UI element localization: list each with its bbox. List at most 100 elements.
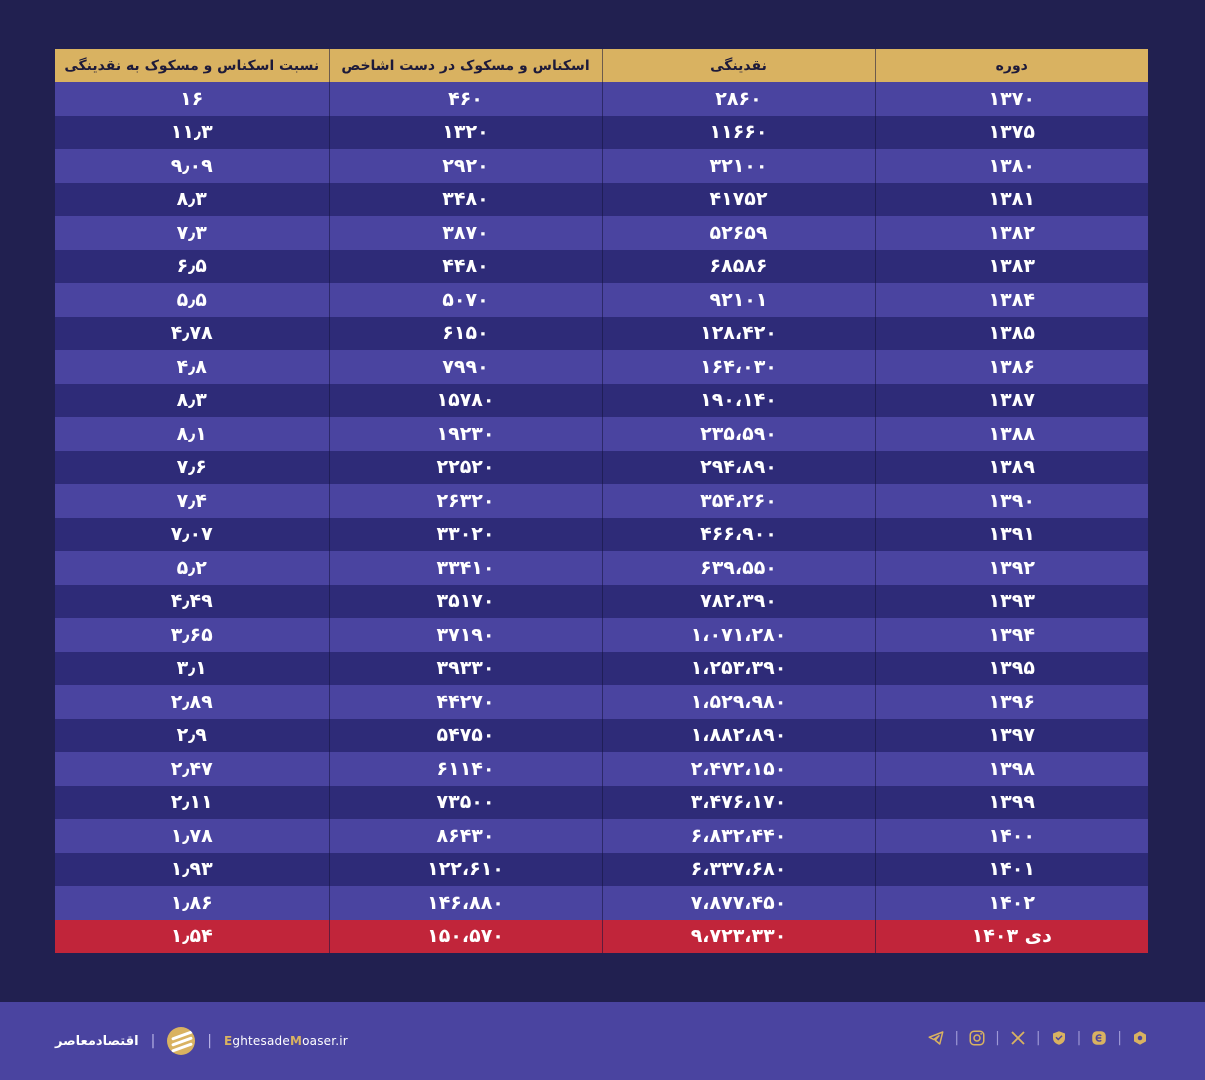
cell-ratio: ۴٫۷۸ <box>55 316 329 350</box>
cell-cash: ۴۴۲۷۰ <box>328 685 602 719</box>
cell-period: ۱۳۸۳ <box>874 249 1148 283</box>
cell-cash: ۷۹۹۰ <box>328 350 602 384</box>
telegram-icon[interactable] <box>926 1028 946 1048</box>
cell-liquidity: ۲،۴۷۲،۱۵۰ <box>601 752 875 786</box>
cell-ratio: ۷٫۴ <box>55 484 329 518</box>
cell-cash: ۲۲۵۲۰ <box>328 450 602 484</box>
table-row: ۱۳۸۶ ۱۶۴،۰۳۰ ۷۹۹۰ ۴٫۸ <box>55 350 1148 384</box>
cell-ratio: ۵٫۵ <box>55 283 329 317</box>
cell-liquidity: ۹،۷۲۳،۳۳۰ <box>601 919 875 953</box>
separator: | <box>1035 1030 1041 1046</box>
instagram-icon[interactable] <box>967 1028 987 1048</box>
cell-cash: ۱۵۷۸۰ <box>328 383 602 417</box>
separator: | <box>207 1033 212 1049</box>
table-body: ۱۳۷۰ ۲۸۶۰ ۴۶۰ ۱۶ ۱۳۷۵ ۱۱۶۶۰ ۱۳۲۰ ۱۱٫۳ ۱۳۸۰ ۳۲۱۰۰ ۲… <box>55 82 1148 953</box>
cell-cash: ۴۴۸۰ <box>328 249 602 283</box>
social-icons: | | | | | <box>926 1028 1150 1048</box>
heart-shield-icon[interactable] <box>1049 1028 1069 1048</box>
table-row: ۱۳۸۴ ۹۲۱۰۱ ۵۰۷۰ ۵٫۵ <box>55 283 1148 317</box>
cell-period: ۱۳۸۴ <box>874 283 1148 317</box>
x-icon[interactable] <box>1008 1028 1028 1048</box>
cell-cash: ۳۳۰۲۰ <box>328 517 602 551</box>
cell-ratio: ۱۶ <box>55 82 329 116</box>
cell-cash: ۶۱۵۰ <box>328 316 602 350</box>
cell-liquidity: ۷،۸۷۷،۴۵۰ <box>601 886 875 920</box>
cell-liquidity: ۱۱۶۶۰ <box>601 115 875 149</box>
cell-ratio: ۱٫۸۶ <box>55 886 329 920</box>
cell-ratio: ۴٫۴۹ <box>55 584 329 618</box>
table-row: ۱۳۸۹ ۲۹۴،۸۹۰ ۲۲۵۲۰ ۷٫۶ <box>55 450 1148 484</box>
table-row-highlight: دی ۱۴۰۳ ۹،۷۲۳،۳۳۰ ۱۵۰،۵۷۰ ۱٫۵۴ <box>55 919 1148 953</box>
cell-ratio: ۲٫۴۷ <box>55 752 329 786</box>
cell-ratio: ۲٫۸۹ <box>55 685 329 719</box>
table-row: ۱۳۸۱ ۴۱۷۵۲ ۳۴۸۰ ۸٫۳ <box>55 182 1148 216</box>
cell-period: ۱۳۹۷ <box>874 718 1148 752</box>
cell-ratio: ۸٫۱ <box>55 417 329 451</box>
cell-liquidity: ۲۹۴،۸۹۰ <box>601 450 875 484</box>
header-period: دوره <box>874 49 1148 82</box>
cell-liquidity: ۷۸۲،۳۹۰ <box>601 584 875 618</box>
table-row: ۱۳۸۰ ۳۲۱۰۰ ۲۹۲۰ ۹٫۰۹ <box>55 149 1148 183</box>
rubika-icon[interactable] <box>1130 1028 1150 1048</box>
cell-liquidity: ۱،۰۷۱،۲۸۰ <box>601 618 875 652</box>
brand-logo-icon <box>167 1027 196 1055</box>
cell-cash: ۸۶۴۳۰ <box>328 819 602 853</box>
header-cash: اسکناس و مسکوک در دست اشاخص <box>328 49 602 82</box>
table-row: ۱۳۹۹ ۳،۴۷۶،۱۷۰ ۷۳۵۰۰ ۲٫۱۱ <box>55 785 1148 819</box>
website-url[interactable]: EghtesadeMoaser.ir <box>224 1034 348 1048</box>
header-ratio: نسبت اسکناس و مسکوک به نقدینگی <box>55 49 329 82</box>
cell-liquidity: ۱،۵۲۹،۹۸۰ <box>601 685 875 719</box>
table-row: ۱۳۹۰ ۳۵۴،۲۶۰ ۲۶۳۲۰ ۷٫۴ <box>55 484 1148 518</box>
cell-ratio: ۲٫۱۱ <box>55 785 329 819</box>
table-row: ۱۳۹۷ ۱،۸۸۲،۸۹۰ ۵۴۷۵۰ ۲٫۹ <box>55 718 1148 752</box>
cell-period: ۱۳۹۹ <box>874 785 1148 819</box>
cell-cash: ۳۸۷۰ <box>328 216 602 250</box>
cell-ratio: ۸٫۳ <box>55 182 329 216</box>
eitaa-icon[interactable] <box>1089 1028 1109 1048</box>
table-row: ۱۳۷۰ ۲۸۶۰ ۴۶۰ ۱۶ <box>55 82 1148 116</box>
cell-period: ۱۳۷۵ <box>874 115 1148 149</box>
cell-cash: ۳۳۴۱۰ <box>328 551 602 585</box>
table-row: ۱۳۷۵ ۱۱۶۶۰ ۱۳۲۰ ۱۱٫۳ <box>55 115 1148 149</box>
cell-liquidity: ۱۲۸،۴۲۰ <box>601 316 875 350</box>
cell-ratio: ۱٫۹۳ <box>55 852 329 886</box>
cell-period: ۱۴۰۲ <box>874 886 1148 920</box>
cell-liquidity: ۵۲۶۵۹ <box>601 216 875 250</box>
cell-period: ۱۳۹۴ <box>874 618 1148 652</box>
cell-period: ۱۳۹۳ <box>874 584 1148 618</box>
cell-liquidity: ۳۲۱۰۰ <box>601 149 875 183</box>
cell-period: ۱۳۸۲ <box>874 216 1148 250</box>
table-row: ۱۳۹۸ ۲،۴۷۲،۱۵۰ ۶۱۱۴۰ ۲٫۴۷ <box>55 752 1148 786</box>
cell-liquidity: ۳۵۴،۲۶۰ <box>601 484 875 518</box>
cell-liquidity: ۱۹۰،۱۴۰ <box>601 383 875 417</box>
cell-period: ۱۳۹۰ <box>874 484 1148 518</box>
table-row: ۱۳۸۷ ۱۹۰،۱۴۰ ۱۵۷۸۰ ۸٫۳ <box>55 383 1148 417</box>
table-row: ۱۳۸۳ ۶۸۵۸۶ ۴۴۸۰ ۶٫۵ <box>55 249 1148 283</box>
cell-cash: ۱۵۰،۵۷۰ <box>328 919 602 953</box>
cell-cash: ۵۴۷۵۰ <box>328 718 602 752</box>
cell-period: ۱۳۸۸ <box>874 417 1148 451</box>
cell-period: ۱۳۸۵ <box>874 316 1148 350</box>
cell-cash: ۳۵۱۷۰ <box>328 584 602 618</box>
separator: | <box>150 1033 156 1049</box>
cell-cash: ۳۷۱۹۰ <box>328 618 602 652</box>
cell-cash: ۱۲۲،۶۱۰ <box>328 852 602 886</box>
cell-ratio: ۷٫۰۷ <box>55 517 329 551</box>
cell-ratio: ۹٫۰۹ <box>55 149 329 183</box>
cell-ratio: ۳٫۶۵ <box>55 618 329 652</box>
cell-cash: ۱۴۶،۸۸۰ <box>328 886 602 920</box>
cell-period: دی ۱۴۰۳ <box>874 919 1148 953</box>
table-row: ۱۳۹۵ ۱،۲۵۳،۳۹۰ ۳۹۳۳۰ ۳٫۱ <box>55 651 1148 685</box>
cell-ratio: ۲٫۹ <box>55 718 329 752</box>
table-row: ۱۴۰۱ ۶،۳۳۷،۶۸۰ ۱۲۲،۶۱۰ ۱٫۹۳ <box>55 852 1148 886</box>
separator: | <box>1117 1030 1122 1046</box>
table-row: ۱۳۸۵ ۱۲۸،۴۲۰ ۶۱۵۰ ۴٫۷۸ <box>55 316 1148 350</box>
cell-ratio: ۱٫۵۴ <box>55 919 329 953</box>
cell-ratio: ۳٫۱ <box>55 651 329 685</box>
cell-period: ۱۳۹۵ <box>874 651 1148 685</box>
cell-ratio: ۷٫۳ <box>55 216 329 250</box>
cell-cash: ۳۴۸۰ <box>328 182 602 216</box>
table-row: ۱۳۹۴ ۱،۰۷۱،۲۸۰ ۳۷۱۹۰ ۳٫۶۵ <box>55 618 1148 652</box>
cell-cash: ۲۹۲۰ <box>328 149 602 183</box>
cell-cash: ۳۹۳۳۰ <box>328 651 602 685</box>
